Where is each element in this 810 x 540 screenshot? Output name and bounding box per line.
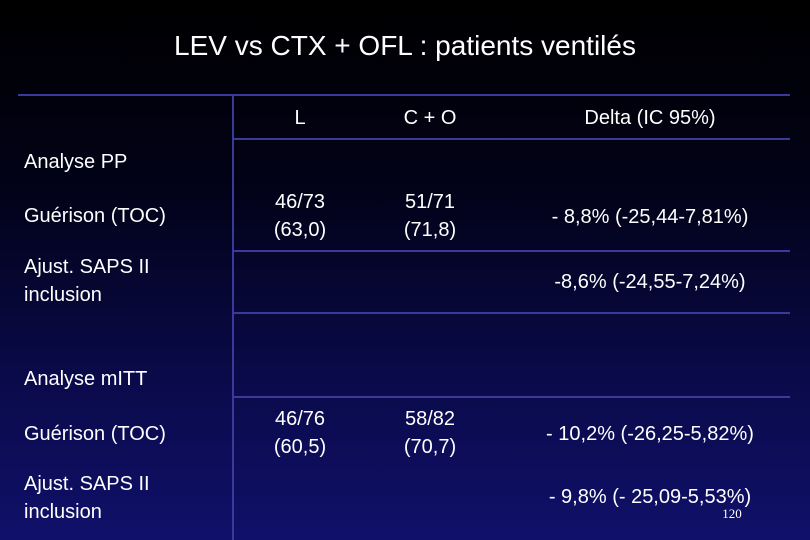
table-column-divider xyxy=(232,94,234,540)
table-top-rule xyxy=(18,94,790,96)
mitt-ajust-delta: - 9,8% (- 25,09-5,53%) xyxy=(548,486,752,508)
mitt-ajust-label-line2: inclusion xyxy=(24,501,102,523)
pp-ajust-delta: -8,6% (-24,55-7,24%) xyxy=(554,271,746,293)
slide-title: LEV vs CTX + OFL : patients ventilés xyxy=(174,30,636,61)
pp-ajust-label-line2: inclusion xyxy=(24,284,102,306)
pp-guerison-bottom-rule xyxy=(232,250,790,252)
pp-guerison-co-count: 51/71 xyxy=(404,191,456,213)
mitt-ajust-label-line1: Ajust. SAPS II xyxy=(24,473,150,495)
mitt-guerison-label: Guérison (TOC) xyxy=(24,423,166,445)
header-l: L xyxy=(294,107,306,129)
pp-guerison-label: Guérison (TOC) xyxy=(24,205,166,227)
mitt-guerison-co-pct: (70,7) xyxy=(403,436,457,458)
mitt-section-label: Analyse mITT xyxy=(24,368,148,390)
pp-section-label: Analyse PP xyxy=(24,151,128,173)
pp-guerison-co-pct: (71,8) xyxy=(403,219,457,241)
header-co: C + O xyxy=(403,107,457,129)
mitt-guerison-co-count: 58/82 xyxy=(404,408,456,430)
mitt-guerison-delta: - 10,2% (-26,25-5,82%) xyxy=(546,423,754,445)
pp-guerison-delta: - 8,8% (-25,44-7,81%) xyxy=(551,206,749,228)
header-delta: Delta (IC 95%) xyxy=(584,107,716,129)
pp-ajust-bottom-rule xyxy=(232,312,790,314)
page-number: 120 xyxy=(722,506,742,521)
pp-guerison-l-count: 46/73 xyxy=(274,191,326,213)
mitt-guerison-l-count: 46/76 xyxy=(274,408,326,430)
pp-guerison-l-pct: (63,0) xyxy=(273,219,327,241)
header-bottom-rule xyxy=(232,138,790,140)
mitt-guerison-l-pct: (60,5) xyxy=(273,436,327,458)
mitt-label-bottom-rule xyxy=(232,396,790,398)
pp-ajust-label-line1: Ajust. SAPS II xyxy=(24,256,150,278)
